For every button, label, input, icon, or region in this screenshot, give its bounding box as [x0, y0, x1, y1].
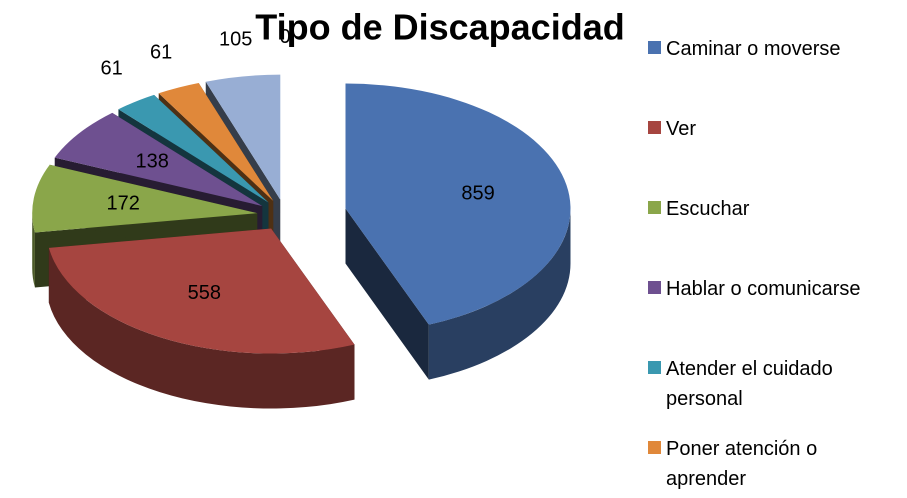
slice [48, 228, 355, 354]
legend-entry: Ver [648, 114, 903, 194]
slice [205, 74, 281, 200]
value-label: 172 [106, 192, 139, 214]
slice-side [48, 247, 355, 409]
chart-title: Tipo de Discapacidad [255, 7, 624, 48]
legend-entry: Hablar o comunicarse [648, 274, 903, 354]
legend: Caminar o moverse Ver Escuchar Hablar o com… [648, 34, 903, 498]
legend-label: Ver [666, 118, 697, 140]
legend-entry: Escuchar [648, 194, 903, 274]
legend-label: Atender el cuidado personal [666, 358, 833, 410]
legend-swatch [648, 361, 661, 374]
legend-swatch [648, 281, 661, 294]
slice [118, 94, 269, 203]
slice [345, 83, 571, 325]
slice-wall [345, 208, 429, 380]
value-label: 61 [101, 58, 123, 80]
legend-entry: Atender el cuidado personal [648, 354, 903, 434]
legend-label: Poner atención o aprender [666, 438, 818, 490]
value-label: 558 [188, 282, 221, 304]
legend-swatch [648, 201, 661, 214]
slice-side [428, 208, 571, 380]
value-label: 0 [279, 26, 290, 48]
legend-entry: Poner atención o aprender [648, 434, 903, 498]
legend-swatch [648, 441, 661, 454]
value-label: 61 [150, 41, 172, 63]
legend-swatch [648, 41, 661, 54]
slice [32, 164, 258, 233]
legend-label: Escuchar [666, 198, 750, 220]
slice [54, 112, 263, 206]
legend-swatch [648, 121, 661, 134]
legend-label: Caminar o moverse [666, 38, 841, 60]
legend-label: Hablar o comunicarse [666, 278, 861, 300]
legend-entry: Caminar o moverse [648, 34, 903, 114]
value-label: 859 [461, 183, 494, 205]
slice [158, 82, 274, 201]
value-label: 105 [219, 29, 252, 51]
value-label: 138 [136, 151, 169, 173]
slice-side [32, 213, 35, 288]
